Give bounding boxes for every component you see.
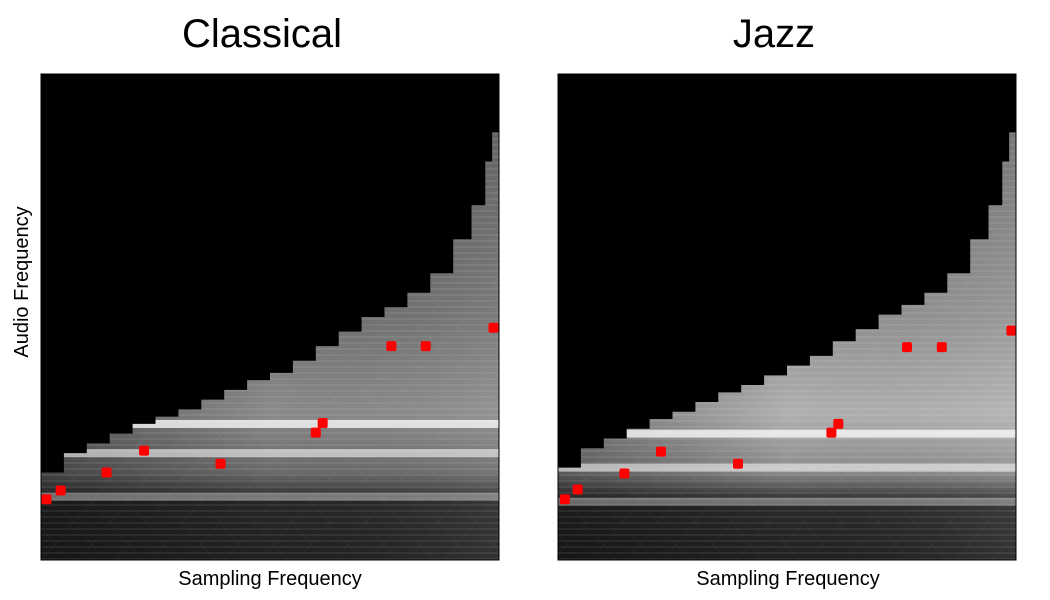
red-marker — [317, 417, 328, 428]
red-markers — [41, 322, 499, 505]
bright-band — [41, 419, 499, 428]
chart-panel-classical — [41, 74, 499, 560]
red-marker — [559, 494, 570, 505]
x-axis-label-classical: Sampling Frequency — [178, 568, 361, 590]
red-marker — [936, 342, 947, 353]
red-marker — [310, 427, 321, 438]
red-marker — [386, 341, 397, 352]
x-axis-label-jazz: Sampling Frequency — [696, 568, 879, 590]
bright-band — [558, 463, 1016, 472]
bright-bands — [558, 429, 1016, 506]
red-marker — [1006, 325, 1016, 336]
red-marker — [41, 494, 52, 505]
red-markers — [559, 325, 1016, 505]
y-axis-label: Audio Frequency — [11, 206, 33, 357]
red-marker — [619, 468, 630, 479]
bright-bands — [41, 419, 499, 501]
plot-frame-jazz — [557, 73, 1017, 561]
chart-panel-jazz — [558, 74, 1016, 560]
red-marker — [572, 484, 583, 495]
bright-band — [558, 429, 1016, 438]
bright-band — [41, 449, 499, 458]
chart-title-jazz: Jazz — [733, 12, 815, 56]
red-marker — [139, 445, 150, 456]
red-marker — [826, 427, 837, 438]
masked-region — [558, 74, 1016, 468]
red-marker — [901, 342, 912, 353]
plot-frame-classical — [40, 73, 500, 561]
red-marker — [656, 446, 667, 457]
red-marker — [101, 467, 112, 478]
red-marker — [420, 341, 431, 352]
red-marker — [55, 485, 66, 496]
red-marker — [732, 458, 743, 469]
red-marker — [215, 458, 226, 469]
red-marker — [488, 322, 499, 333]
bright-band — [41, 492, 499, 501]
red-marker — [833, 418, 844, 429]
bright-band — [558, 497, 1016, 506]
chart-title-classical: Classical — [182, 12, 342, 56]
masked-region — [41, 74, 499, 473]
